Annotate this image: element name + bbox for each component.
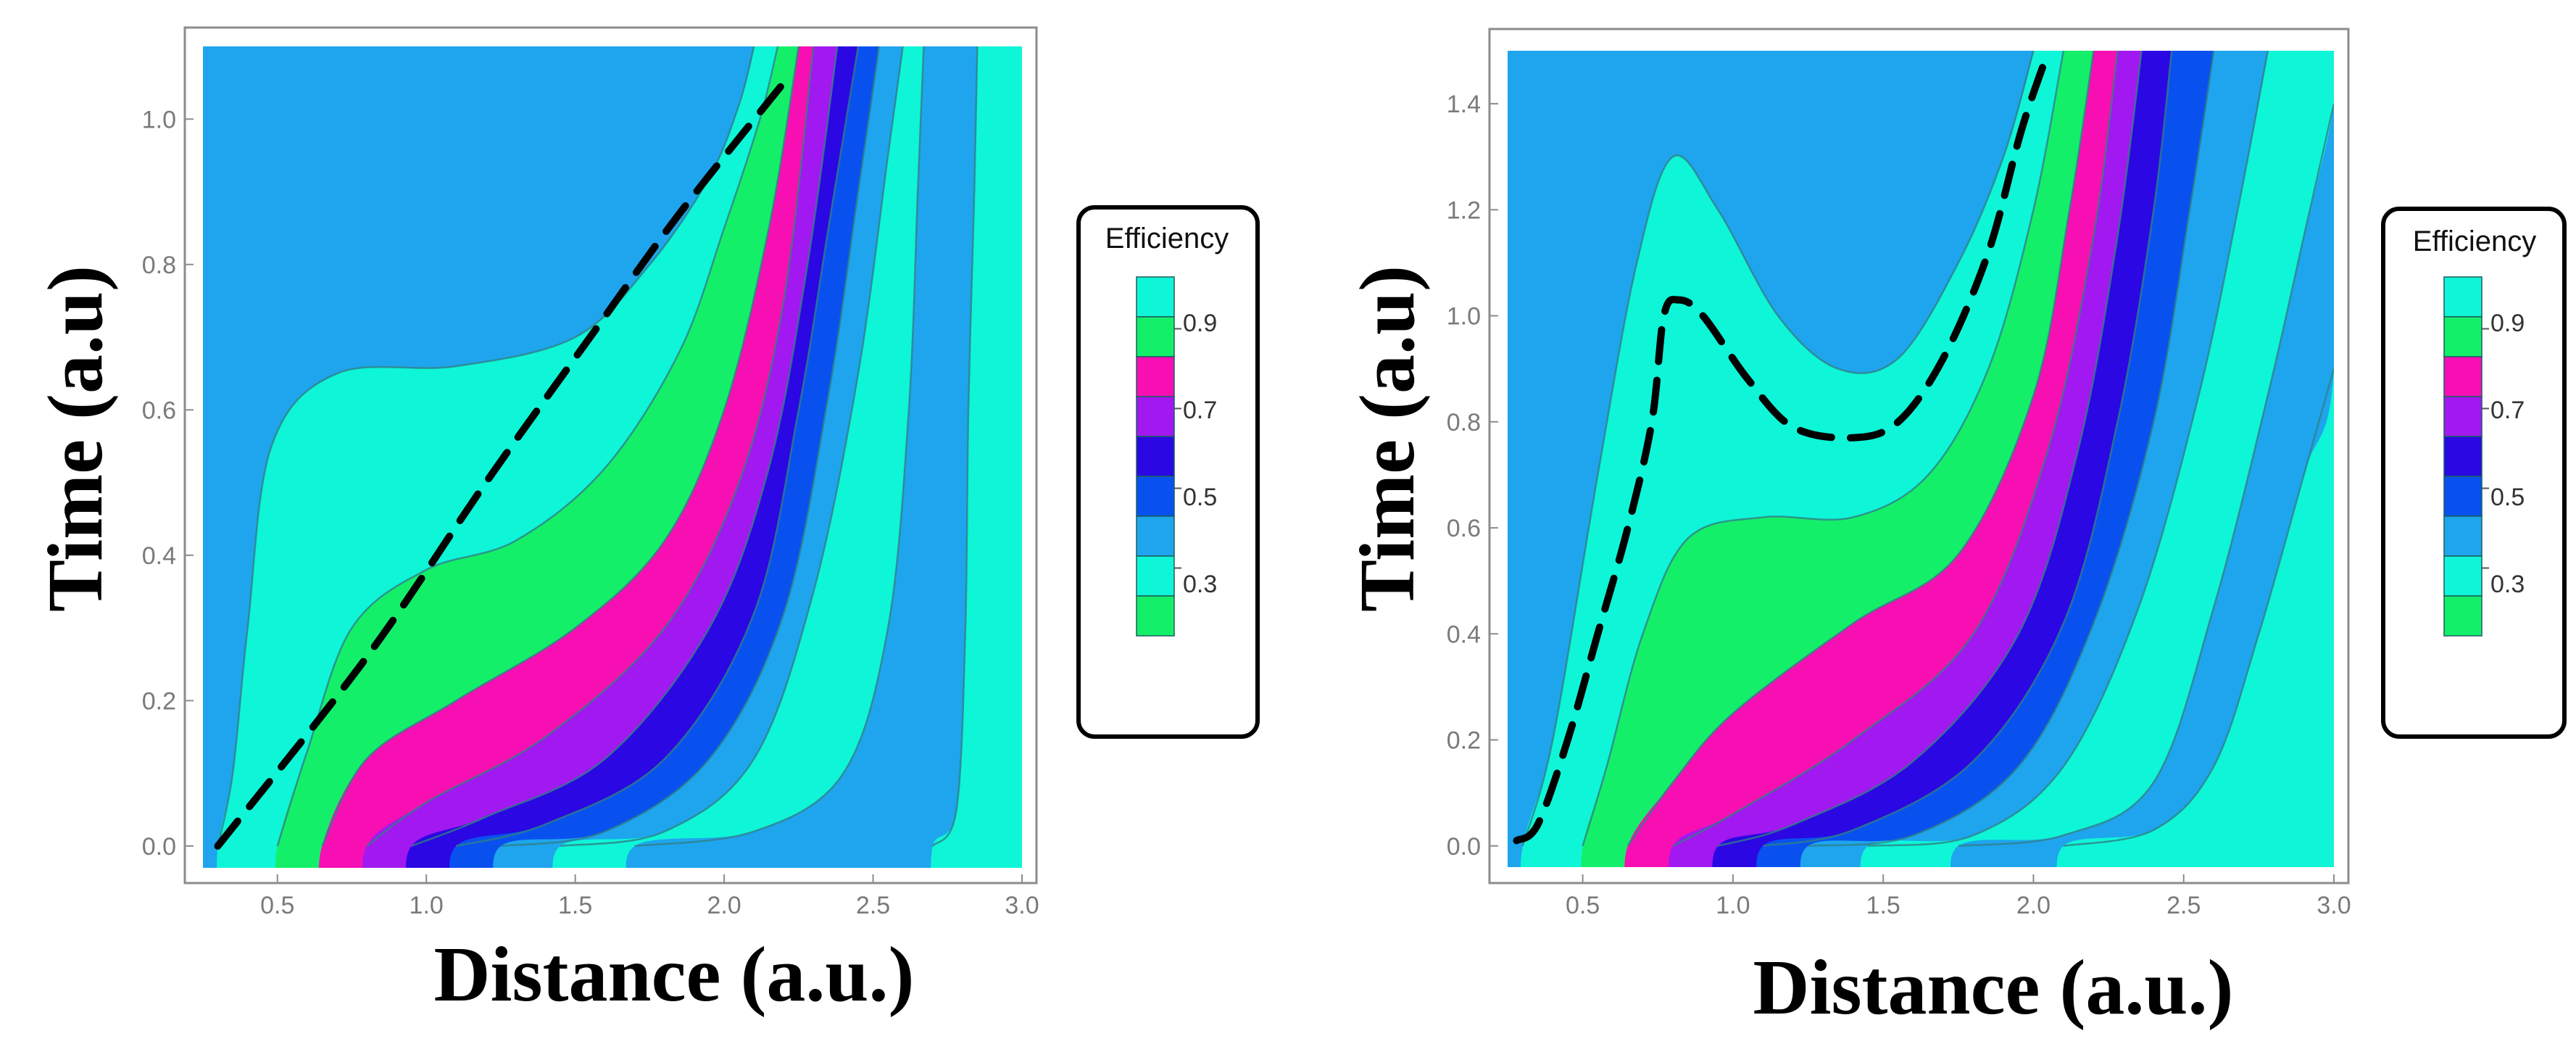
legend-swatch bbox=[1136, 396, 1175, 437]
contour-band-9 bbox=[1950, 51, 2334, 867]
y-tick-label: 0.8 bbox=[1447, 409, 1481, 436]
y-tick-label: 0.2 bbox=[1447, 727, 1481, 755]
legend-swatch bbox=[2443, 476, 2482, 517]
left-x-axis-label: Distance (a.u.) bbox=[434, 932, 915, 1018]
x-tick-label: 3.0 bbox=[1005, 892, 1039, 919]
legend-swatch bbox=[1136, 515, 1175, 557]
right-x-axis-ticks: 0.5 1.0 1.5 2.0 2.5 3.0 bbox=[1566, 874, 2351, 919]
x-tick-label: 2.0 bbox=[2016, 892, 2051, 919]
legend-swatch bbox=[1136, 436, 1175, 477]
dashed-reference-curve bbox=[1513, 51, 2053, 845]
y-tick-label: 1.2 bbox=[1447, 196, 1481, 224]
contour-line-0.2 bbox=[1521, 51, 2035, 847]
y-tick-label: 0.6 bbox=[142, 397, 176, 424]
legend-swatch bbox=[2443, 555, 2482, 597]
contour-line-0.1 bbox=[276, 46, 779, 847]
right-legend-label-0.3: 0.3 bbox=[2490, 571, 2525, 598]
contour-line-0.7 bbox=[411, 46, 839, 848]
contour-line-0.8 bbox=[1672, 51, 2119, 847]
legend-swatch bbox=[2443, 595, 2482, 637]
contour-line-0.6 bbox=[455, 46, 860, 848]
right-contour-plot-area bbox=[1508, 51, 2334, 867]
y-tick-label: 0.6 bbox=[1447, 515, 1481, 542]
dashed-reference-curve bbox=[214, 79, 788, 850]
right-legend-label-0.7: 0.7 bbox=[2490, 397, 2525, 424]
legend-swatch bbox=[1136, 476, 1175, 517]
left-legend-label-0.9: 0.9 bbox=[1183, 310, 1217, 337]
right-contour-panel: 0.5 1.0 1.5 2.0 2.5 3.0 0.0 0.2 0.4 0.6 0.8 1.0 1.2… bbox=[1345, 28, 2567, 1031]
x-tick-label: 3.0 bbox=[2317, 892, 2351, 919]
left-legend-swatches bbox=[1136, 276, 1181, 637]
y-tick-label: 0.0 bbox=[142, 833, 176, 861]
right-y-axis-ticks: 0.0 0.2 0.4 0.6 0.8 1.0 1.2 1.4 bbox=[1447, 91, 1498, 861]
y-tick-label: 0.2 bbox=[142, 687, 176, 715]
left-plot-frame bbox=[183, 26, 1038, 884]
right-legend-swatches bbox=[2443, 276, 2489, 637]
legend-swatch bbox=[1136, 276, 1175, 318]
left-contour-plot-area bbox=[203, 46, 1022, 868]
contour-line-0.9 bbox=[1626, 51, 2095, 847]
y-tick-label: 1.0 bbox=[1447, 303, 1481, 331]
right-legend-label-0.5: 0.5 bbox=[2490, 484, 2525, 511]
legend-swatch bbox=[1136, 356, 1175, 397]
contour-line-0.1 bbox=[1582, 51, 2065, 847]
right-y-axis-label: Time (a.u) bbox=[1345, 265, 1431, 612]
x-tick-label: 0.5 bbox=[260, 892, 294, 919]
left-x-axis-ticks: 0.5 1.0 1.5 2.0 2.5 3.0 bbox=[260, 874, 1039, 919]
y-tick-label: 0.0 bbox=[1447, 833, 1481, 861]
x-tick-label: 0.5 bbox=[1566, 892, 1600, 919]
legend-swatch bbox=[1136, 316, 1175, 357]
contour-line-0.2 bbox=[2063, 368, 2334, 847]
contour-line-0.6 bbox=[1763, 51, 2173, 847]
contour-band-10 bbox=[2056, 51, 2334, 867]
left-legend-label-0.3: 0.3 bbox=[1183, 571, 1217, 598]
x-tick-label: 2.0 bbox=[707, 892, 741, 919]
legend-swatch bbox=[1136, 595, 1175, 637]
x-tick-label: 2.5 bbox=[2166, 892, 2201, 919]
legend-swatch bbox=[2443, 356, 2482, 397]
left-y-axis-label: Time (a.u) bbox=[33, 265, 119, 612]
contour-band-10 bbox=[931, 46, 1022, 868]
x-tick-label: 1.0 bbox=[1716, 892, 1750, 919]
left-legend: Efficiency 0.9 0.7 0.5 0.3 bbox=[1076, 205, 1260, 739]
y-tick-label: 0.4 bbox=[142, 542, 176, 570]
contour-line-0.8 bbox=[366, 46, 815, 847]
right-legend-label-0.9: 0.9 bbox=[2490, 310, 2525, 337]
legend-swatch bbox=[2443, 436, 2482, 477]
right-x-axis-label: Distance (a.u.) bbox=[1753, 945, 2234, 1031]
contour-line-0.5 bbox=[1808, 51, 2215, 847]
left-legend-label-0.7: 0.7 bbox=[1183, 397, 1217, 424]
y-tick-label: 1.0 bbox=[142, 106, 176, 133]
contour-line-0.4 bbox=[560, 46, 904, 848]
contour-line-0.5 bbox=[500, 46, 880, 848]
legend-swatch bbox=[1136, 555, 1175, 597]
y-tick-label: 0.4 bbox=[1447, 621, 1481, 648]
contour-line-0.7 bbox=[1717, 51, 2143, 847]
x-tick-label: 1.5 bbox=[1866, 892, 1900, 919]
contour-line-0.3 bbox=[634, 46, 925, 848]
legend-swatch bbox=[2443, 396, 2482, 437]
left-legend-label-0.5: 0.5 bbox=[1183, 484, 1217, 511]
contour-line-0.9 bbox=[321, 46, 800, 847]
left-legend-title: Efficiency bbox=[1105, 223, 1229, 254]
legend-swatch bbox=[2443, 515, 2482, 557]
right-legend-title: Efficiency bbox=[2413, 225, 2536, 257]
right-plot-frame bbox=[1488, 28, 2350, 884]
x-tick-label: 1.0 bbox=[410, 892, 444, 919]
contour-band-9 bbox=[626, 46, 1022, 868]
contour-line-0.2 bbox=[931, 46, 979, 847]
y-tick-label: 1.4 bbox=[1447, 91, 1481, 118]
x-tick-label: 1.5 bbox=[558, 892, 592, 919]
left-contour-panel: 0.5 1.0 1.5 2.0 2.5 3.0 0.0 0.2 0.4 0.6 0.8 1.0 Di… bbox=[33, 26, 1260, 1018]
x-tick-label: 2.5 bbox=[856, 892, 890, 919]
legend-swatch bbox=[2443, 276, 2482, 318]
right-legend: Efficiency 0.9 0.7 0.5 0.3 bbox=[2381, 207, 2567, 739]
contour-line-0.4 bbox=[1868, 51, 2269, 847]
contour-line-0.3 bbox=[1958, 103, 2334, 847]
left-y-axis-ticks: 0.0 0.2 0.4 0.6 0.8 1.0 bbox=[142, 106, 194, 861]
y-tick-label: 0.8 bbox=[142, 252, 176, 279]
legend-swatch bbox=[2443, 316, 2482, 357]
